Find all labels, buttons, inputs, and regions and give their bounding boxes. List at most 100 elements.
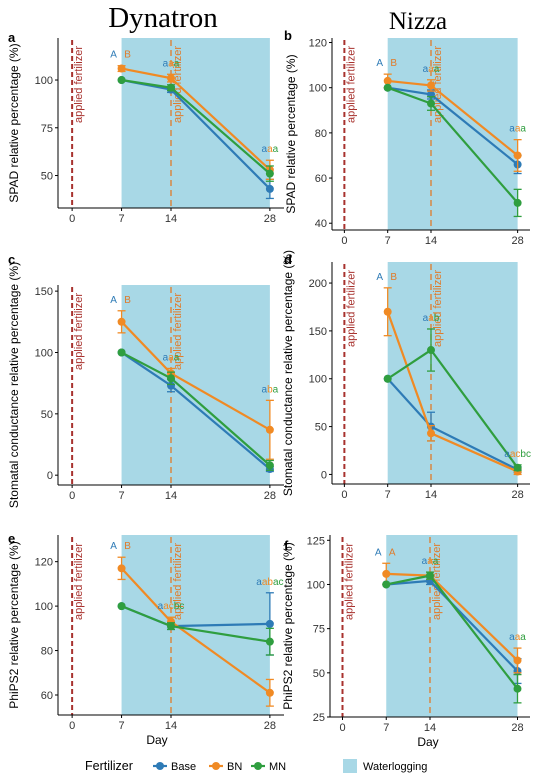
- data-point-bn: [513, 656, 522, 665]
- significance-letter: a: [520, 124, 526, 135]
- y-tick-label: 50: [41, 409, 53, 421]
- waterlogging-shade: [386, 535, 518, 717]
- waterlogging-shade: [387, 262, 518, 484]
- panel-a: applied fertilizer applied fertilizer5075…: [7, 30, 284, 225]
- data-point-bn: [117, 317, 126, 326]
- y-tick-label: 120: [309, 38, 327, 50]
- significance-letter: a: [163, 58, 169, 69]
- data-point-mn: [265, 637, 274, 646]
- y-tick-label: 25: [313, 712, 325, 724]
- fertilizer-label: applied fertilizer: [432, 270, 444, 347]
- significance-letter: ac: [163, 601, 174, 612]
- data-point-bn: [513, 151, 522, 160]
- significance-letter: a: [174, 352, 180, 363]
- significance-letter: a: [422, 556, 428, 567]
- y-tick-label: 50: [41, 171, 53, 183]
- y-tick-label: 50: [313, 668, 325, 680]
- y-axis-title: Stomatal conductance relative percentage…: [281, 250, 295, 496]
- data-point-base: [265, 184, 274, 193]
- significance-letter: a: [273, 144, 279, 155]
- significance-letters: aaa: [163, 352, 180, 363]
- data-point-mn: [513, 684, 522, 693]
- significance-letter: B: [390, 58, 397, 69]
- y-axis-title: PhiPS2 relative percentage (%): [281, 542, 295, 709]
- significance-letter: B: [124, 295, 131, 306]
- significance-letter: B: [124, 541, 131, 552]
- significance-letter: a: [509, 124, 515, 135]
- significance-letter: ac: [510, 449, 521, 460]
- y-tick-label: 100: [35, 347, 53, 359]
- significance-letter: a: [515, 124, 521, 135]
- legend-title: Fertilizer: [85, 759, 133, 773]
- fertilizer-label: applied fertilizer: [345, 270, 357, 347]
- data-point-mn: [426, 571, 434, 580]
- significance-letter: B: [124, 50, 131, 61]
- fertilizer-label: applied fertilizer: [344, 543, 356, 620]
- x-tick-label: 7: [119, 720, 125, 732]
- panel-label: c: [8, 252, 15, 267]
- x-tick-label: 28: [511, 722, 523, 734]
- waterlogging-shade: [121, 285, 270, 485]
- panel-label: b: [284, 28, 292, 43]
- significance-letters: aab: [423, 313, 440, 324]
- significance-letter: a: [433, 556, 439, 567]
- legend: Fertilizer Base BN MN Waterlogging: [85, 759, 427, 773]
- panel-b: applied fertilizer applied fertilizer4060…: [284, 28, 530, 247]
- data-point-bn: [383, 307, 392, 316]
- y-tick-label: 100: [35, 601, 53, 613]
- significance-letter: a: [256, 577, 262, 588]
- data-point-mn: [117, 602, 126, 611]
- data-point-mn: [167, 622, 175, 631]
- legend-label-base: Base: [171, 761, 196, 773]
- data-point-bn: [382, 569, 391, 578]
- data-point-mn: [167, 374, 175, 383]
- data-point-bn: [427, 81, 435, 90]
- data-point-bn: [117, 64, 126, 73]
- significance-letter: A: [110, 295, 117, 306]
- y-tick-label: 100: [309, 374, 327, 386]
- x-tick-label: 0: [69, 213, 75, 225]
- data-point-mn: [383, 83, 392, 92]
- significance-letter: A: [375, 547, 382, 558]
- significance-letters: aaa: [423, 64, 440, 75]
- x-tick-label: 14: [425, 489, 437, 501]
- panel-label: a: [8, 30, 16, 45]
- legend-marker-bn: [212, 762, 220, 770]
- x-tick-label: 7: [385, 489, 391, 501]
- y-axis-title: SPAD relative percentage (%): [284, 54, 298, 213]
- significance-letter: B: [390, 272, 397, 283]
- significance-letters: aaa: [509, 632, 526, 643]
- significance-letter: A: [389, 547, 396, 558]
- data-point-mn: [382, 580, 391, 589]
- significance-letter: bc: [520, 449, 531, 460]
- significance-letter: a: [158, 601, 164, 612]
- y-axis-title: Stomatal conductance relative percentage…: [7, 262, 21, 508]
- y-tick-label: 0: [47, 470, 53, 482]
- y-tick-label: 80: [41, 646, 53, 658]
- x-tick-label: 7: [119, 490, 125, 502]
- significance-letter: a: [273, 384, 279, 395]
- data-point-bn: [117, 564, 126, 573]
- y-axis-title: PhiPS2 relative percentage (%): [7, 541, 21, 708]
- x-tick-label: 14: [425, 235, 437, 247]
- data-point-mn: [383, 374, 392, 383]
- y-tick-label: 75: [313, 624, 325, 636]
- significance-letters: aba: [262, 384, 279, 395]
- significance-letters: aaa: [422, 556, 439, 567]
- significance-letter: a: [428, 313, 434, 324]
- panel-d: applied fertilizer applied fertilizer 0 50 1…: [281, 250, 531, 501]
- x-tick-label: 14: [165, 213, 177, 225]
- fertilizer-label: applied fertilizer: [73, 543, 85, 620]
- legend-label-bn: BN: [227, 761, 242, 773]
- y-tick-label: 100: [309, 83, 327, 95]
- significance-letter: a: [168, 352, 174, 363]
- legend-waterlogging-swatch: [343, 759, 357, 773]
- significance-letter: a: [163, 352, 169, 363]
- significance-letter: A: [376, 58, 383, 69]
- x-tick-label: 28: [264, 213, 276, 225]
- panels-group: applied fertilizer applied fertilizer5075…: [7, 28, 531, 734]
- x-tick-label: 0: [69, 720, 75, 732]
- y-tick-label: 150: [35, 286, 53, 298]
- data-point-bn: [383, 76, 392, 85]
